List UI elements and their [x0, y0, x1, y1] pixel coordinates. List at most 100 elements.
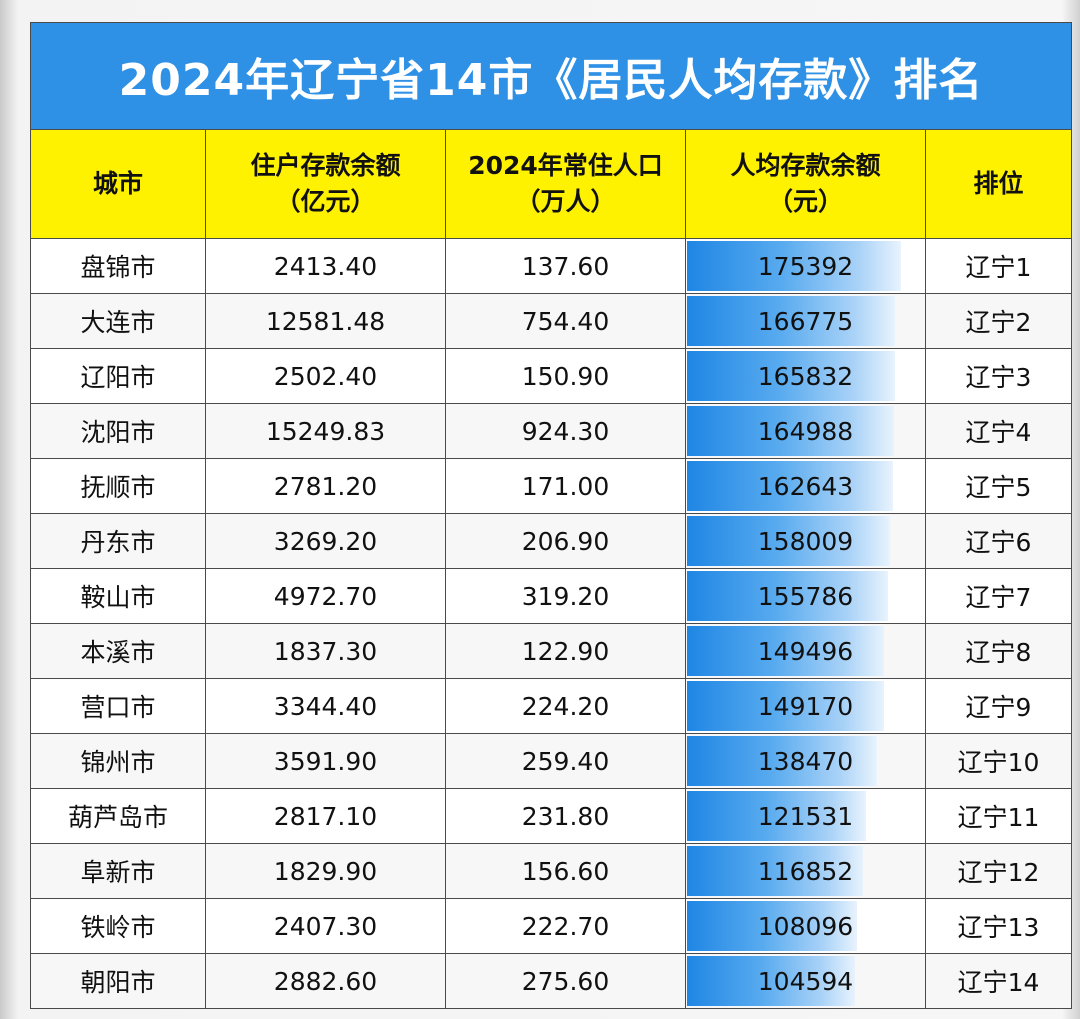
population-cell: 222.70: [446, 899, 686, 953]
deposit-cell: 1829.90: [206, 844, 446, 898]
per-capita-value: 175392: [757, 251, 854, 281]
deposit-cell: 3591.90: [206, 734, 446, 788]
per-capita-cell: 116852: [686, 844, 926, 898]
ranking-table: 2024年辽宁省14市《居民人均存款》排名 城市 住户存款余额 （亿元） 2024年常…: [30, 22, 1072, 1009]
rank-cell: 辽宁3: [965, 363, 1032, 392]
rank-cell: 辽宁6: [965, 528, 1032, 557]
table-row: 铁岭市 2407.30 222.70 108096 辽宁13: [31, 899, 1071, 954]
population-cell: 754.40: [446, 294, 686, 348]
table-row: 大连市 12581.48 754.40 166775 辽宁2: [31, 294, 1071, 349]
rank-cell: 辽宁8: [965, 638, 1032, 667]
population-cell: 156.60: [446, 844, 686, 898]
per-capita-cell: 149496: [686, 624, 926, 678]
deposit-cell: 2781.20: [206, 459, 446, 513]
per-capita-bar: [687, 791, 866, 841]
table-row: 朝阳市 2882.60 275.60 104594 辽宁14: [31, 954, 1071, 1008]
per-capita-cell: 166775: [686, 294, 926, 348]
title-bar: 2024年辽宁省14市《居民人均存款》排名: [31, 23, 1071, 130]
per-capita-value: 138470: [757, 746, 854, 776]
per-capita-cell: 162643: [686, 459, 926, 513]
table-body: 盘锦市 2413.40 137.60 175392 辽宁1 大连市 12581.48 754.…: [31, 239, 1071, 1008]
population-cell: 122.90: [446, 624, 686, 678]
table-row: 盘锦市 2413.40 137.60 175392 辽宁1: [31, 239, 1071, 294]
table-row: 锦州市 3591.90 259.40 138470 辽宁10: [31, 734, 1071, 789]
per-capita-bar: [687, 681, 884, 731]
deposit-cell: 3269.20: [206, 514, 446, 568]
header-population: 2024年常住人口 （万人）: [446, 130, 686, 238]
header-per-capita: 人均存款余额 （元）: [686, 130, 926, 238]
per-capita-value: 108096: [757, 911, 854, 941]
per-capita-bar: [687, 736, 877, 786]
city-cell: 沈阳市: [31, 404, 206, 458]
per-capita-bar: [687, 241, 901, 291]
city-cell: 辽阳市: [31, 349, 206, 403]
population-cell: 206.90: [446, 514, 686, 568]
per-capita-bar: [687, 406, 895, 456]
city-cell: 葫芦岛市: [31, 789, 206, 843]
city-cell: 锦州市: [31, 734, 206, 788]
city-cell: 大连市: [31, 294, 206, 348]
header-population-line-1: 2024年常住人口: [468, 151, 663, 180]
city-cell: 丹东市: [31, 514, 206, 568]
per-capita-bar: [687, 461, 893, 511]
city-cell: 铁岭市: [31, 899, 206, 953]
per-capita-bar: [687, 626, 885, 676]
rank-cell: 辽宁7: [965, 583, 1032, 612]
population-cell: 924.30: [446, 404, 686, 458]
deposit-cell: 12581.48: [206, 294, 446, 348]
table-row: 辽阳市 2502.40 150.90 165832 辽宁3: [31, 349, 1071, 404]
deposit-cell: 2502.40: [206, 349, 446, 403]
rank-cell: 辽宁14: [957, 968, 1040, 997]
per-capita-bar: [687, 901, 858, 951]
header-row: 城市 住户存款余额 （亿元） 2024年常住人口 （万人） 人均存款余额 （元） 排位: [31, 130, 1071, 239]
population-cell: 231.80: [446, 789, 686, 843]
city-cell: 营口市: [31, 679, 206, 733]
per-capita-value: 164988: [757, 416, 854, 446]
per-capita-value: 165832: [757, 361, 854, 391]
table-row: 阜新市 1829.90 156.60 116852 辽宁12: [31, 844, 1071, 899]
per-capita-bar: [687, 296, 896, 346]
per-capita-cell: 108096: [686, 899, 926, 953]
header-rank-line-1: 排位: [973, 169, 1024, 198]
per-capita-value: 155786: [757, 581, 854, 611]
table-row: 沈阳市 15249.83 924.30 164988 辽宁4: [31, 404, 1071, 459]
city-cell: 鞍山市: [31, 569, 206, 623]
header-city-line-1: 城市: [92, 169, 143, 198]
table-row: 本溪市 1837.30 122.90 149496 辽宁8: [31, 624, 1071, 679]
population-cell: 224.20: [446, 679, 686, 733]
header-population-line-2: （万人）: [515, 187, 616, 216]
per-capita-cell: 149170: [686, 679, 926, 733]
rank-cell: 辽宁2: [965, 308, 1032, 337]
rank-cell: 辽宁4: [965, 418, 1032, 447]
rank-cell: 辽宁5: [965, 473, 1032, 502]
population-cell: 275.60: [446, 954, 686, 1008]
city-cell: 抚顺市: [31, 459, 206, 513]
per-capita-value: 116852: [757, 856, 854, 886]
population-cell: 319.20: [446, 569, 686, 623]
per-capita-value: 104594: [757, 966, 854, 996]
table-row: 丹东市 3269.20 206.90 158009 辽宁6: [31, 514, 1071, 569]
city-cell: 阜新市: [31, 844, 206, 898]
city-cell: 盘锦市: [31, 239, 206, 293]
header-per-capita-line-1: 人均存款余额: [730, 151, 881, 180]
per-capita-value: 158009: [757, 526, 854, 556]
rank-cell: 辽宁1: [965, 253, 1032, 282]
deposit-cell: 15249.83: [206, 404, 446, 458]
table-row: 鞍山市 4972.70 319.20 155786 辽宁7: [31, 569, 1071, 624]
rank-cell: 辽宁13: [957, 913, 1040, 942]
rank-cell: 辽宁11: [957, 803, 1040, 832]
per-capita-cell: 138470: [686, 734, 926, 788]
per-capita-cell: 104594: [686, 954, 926, 1008]
header-rank: 排位: [926, 130, 1071, 238]
per-capita-cell: 158009: [686, 514, 926, 568]
per-capita-cell: 121531: [686, 789, 926, 843]
population-cell: 171.00: [446, 459, 686, 513]
deposit-cell: 2882.60: [206, 954, 446, 1008]
population-cell: 259.40: [446, 734, 686, 788]
header-per-capita-line-2: （元）: [767, 187, 843, 216]
per-capita-cell: 165832: [686, 349, 926, 403]
per-capita-bar: [687, 571, 889, 621]
rank-cell: 辽宁9: [965, 693, 1032, 722]
per-capita-bar: [687, 351, 895, 401]
